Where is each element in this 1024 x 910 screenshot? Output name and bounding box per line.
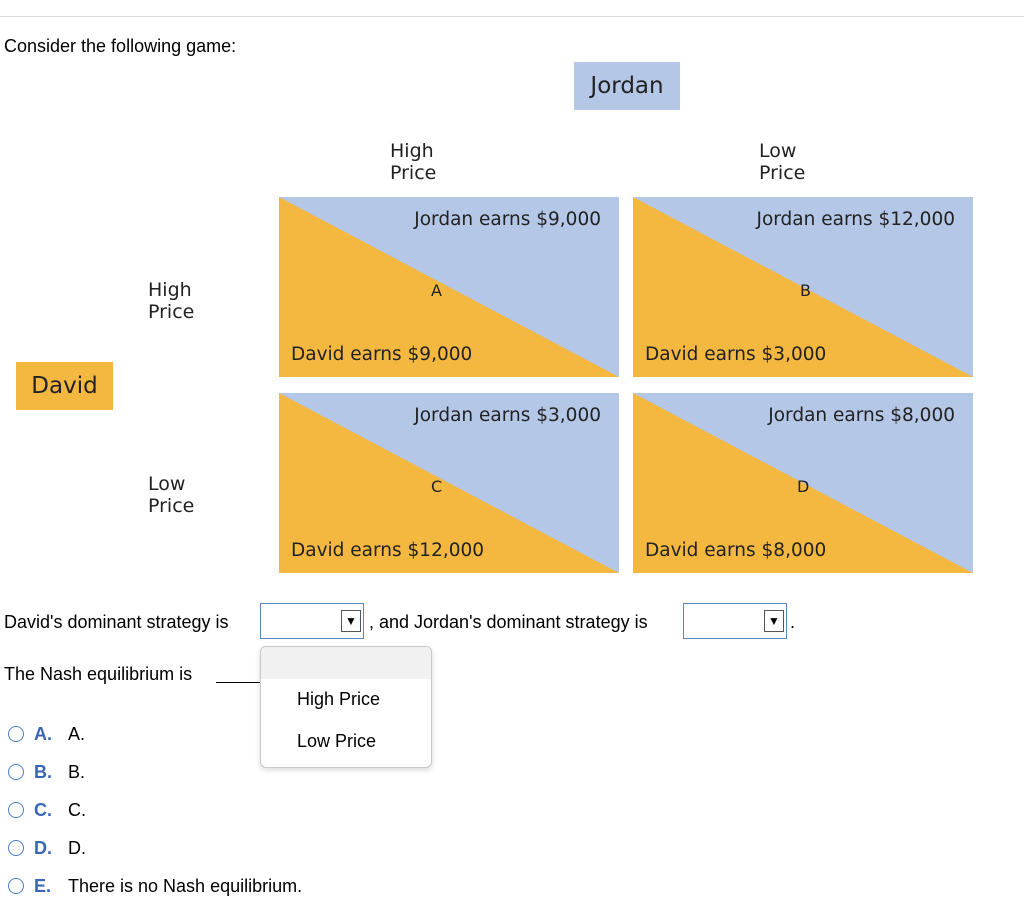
choice-letter: E. — [34, 876, 68, 897]
chevron-down-icon[interactable]: ▼ — [341, 610, 361, 632]
payoff-cell-c: Jordan earns $3,000 C David earns $12,00… — [279, 393, 619, 573]
radio-icon[interactable] — [8, 840, 24, 856]
choice-text: B. — [68, 762, 85, 783]
answer-choice-c[interactable]: C. C. — [8, 798, 86, 822]
answer-blank — [216, 682, 264, 683]
choice-text: C. — [68, 800, 86, 821]
dropdown-empty-option[interactable] — [261, 647, 431, 679]
nash-equilibrium-question: The Nash equilibrium is — [4, 664, 192, 685]
payoff-cell-a: Jordan earns $9,000 A David earns $9,000 — [279, 197, 619, 377]
answer-choice-e[interactable]: E. There is no Nash equilibrium. — [8, 874, 302, 898]
sentence-period: . — [790, 612, 795, 633]
row-player-label: David — [16, 362, 113, 410]
jordan-strategy-select[interactable]: ▼ — [683, 603, 787, 639]
choice-text: A. — [68, 724, 85, 745]
top-divider — [0, 16, 1024, 17]
jordan-strategy-question: , and Jordan's dominant strategy is — [369, 612, 648, 633]
david-payoff: David earns $12,000 — [291, 540, 484, 561]
choice-letter: C. — [34, 800, 68, 821]
jordan-payoff: Jordan earns $12,000 — [757, 209, 956, 230]
payoff-cell-d: Jordan earns $8,000 D David earns $8,000 — [633, 393, 973, 573]
david-payoff: David earns $8,000 — [645, 540, 826, 561]
question-prompt: Consider the following game: — [4, 36, 236, 57]
strategy-dropdown-menu: High Price Low Price — [260, 646, 432, 768]
answer-choice-b[interactable]: B. B. — [8, 760, 85, 784]
row-strategy-high: High Price — [148, 279, 194, 323]
jordan-payoff: Jordan earns $3,000 — [414, 405, 601, 426]
cell-label: B — [800, 281, 811, 300]
david-payoff: David earns $9,000 — [291, 344, 472, 365]
david-strategy-select[interactable]: ▼ — [260, 603, 364, 639]
jordan-payoff: Jordan earns $9,000 — [414, 209, 601, 230]
dropdown-option-low-price[interactable]: Low Price — [297, 731, 376, 752]
david-strategy-question: David's dominant strategy is — [4, 612, 229, 633]
jordan-payoff: Jordan earns $8,000 — [768, 405, 955, 426]
radio-icon[interactable] — [8, 878, 24, 894]
choice-letter: B. — [34, 762, 68, 783]
cell-label: C — [431, 477, 442, 496]
choice-text: There is no Nash equilibrium. — [68, 876, 302, 897]
column-player-label: Jordan — [574, 62, 680, 110]
cell-label: D — [797, 477, 809, 496]
chevron-down-icon[interactable]: ▼ — [764, 610, 784, 632]
column-strategy-high: High Price — [390, 140, 436, 184]
dropdown-option-high-price[interactable]: High Price — [297, 689, 380, 710]
cell-label: A — [431, 281, 442, 300]
choice-letter: A. — [34, 724, 68, 745]
column-strategy-low: Low Price — [759, 140, 805, 184]
answer-choice-d[interactable]: D. D. — [8, 836, 86, 860]
radio-icon[interactable] — [8, 764, 24, 780]
david-payoff: David earns $3,000 — [645, 344, 826, 365]
choice-text: D. — [68, 838, 86, 859]
payoff-cell-b: Jordan earns $12,000 B David earns $3,00… — [633, 197, 973, 377]
row-strategy-low: Low Price — [148, 473, 194, 517]
answer-choice-a[interactable]: A. A. — [8, 722, 85, 746]
choice-letter: D. — [34, 838, 68, 859]
radio-icon[interactable] — [8, 802, 24, 818]
radio-icon[interactable] — [8, 726, 24, 742]
